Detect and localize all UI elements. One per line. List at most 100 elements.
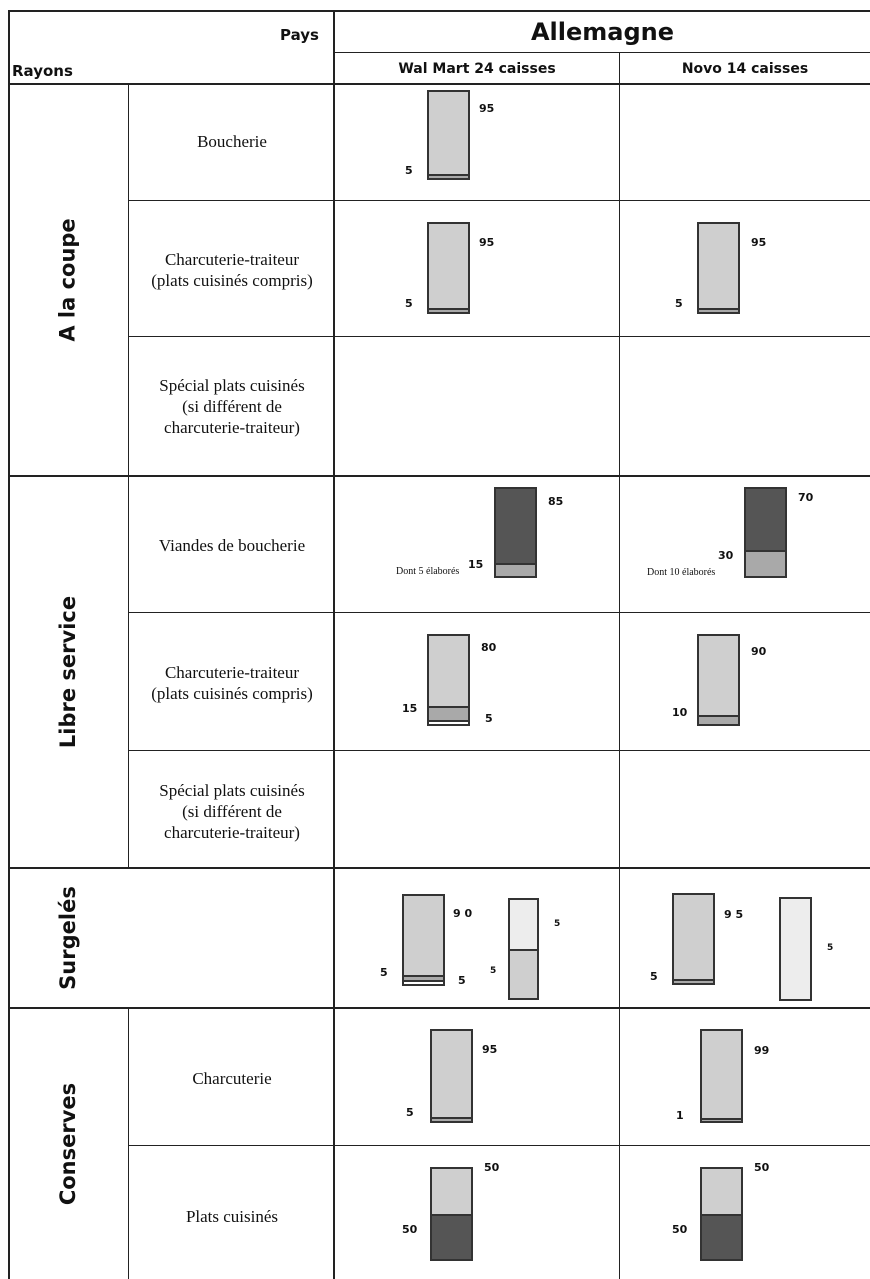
bar-segment xyxy=(429,92,468,174)
bar-segment xyxy=(674,895,713,979)
bar-segment xyxy=(404,979,443,984)
stacked-bar xyxy=(697,222,740,314)
bar-segment xyxy=(429,636,468,707)
grid-left xyxy=(8,10,10,1279)
bar-segment xyxy=(432,1031,471,1117)
bar-segment xyxy=(510,949,537,998)
stacked-bar xyxy=(700,1029,743,1123)
stacked-bar xyxy=(672,893,715,985)
stacked-bar xyxy=(430,1029,473,1123)
data-label: 15 xyxy=(468,558,484,571)
data-label: 80 xyxy=(481,641,497,654)
stacked-bar xyxy=(427,90,470,180)
bar-segment xyxy=(429,307,468,312)
data-label: 10 xyxy=(672,706,688,719)
grid-top xyxy=(8,10,870,12)
data-label: 50 xyxy=(672,1223,688,1236)
grid-rowlabel-4 xyxy=(128,1008,129,1279)
bar-segment xyxy=(702,1031,741,1118)
data-label: 5 xyxy=(490,966,497,976)
row-label-viandes: Viandes de boucherie xyxy=(158,536,306,555)
bar-segment xyxy=(702,1169,741,1214)
data-label: 50 xyxy=(402,1223,418,1236)
bar-segment xyxy=(746,489,785,550)
data-label: 5 xyxy=(827,943,834,953)
data-label: 5 xyxy=(485,712,493,725)
data-label: 50 xyxy=(754,1161,770,1174)
bar-segment xyxy=(699,224,738,308)
bar-segment xyxy=(699,307,738,312)
bar-segment xyxy=(496,489,535,563)
row-label-charcuterie-traiteur-libre: Charcuterie-traiteur (plats cuisinés com… xyxy=(151,663,313,703)
grid-country-bottom xyxy=(333,52,870,53)
stacked-bar xyxy=(508,898,539,1000)
data-label: 5 xyxy=(405,164,413,177)
category-a-la-coupe: A la coupe xyxy=(56,218,81,342)
bar-segment xyxy=(429,706,468,720)
grid-row-4 xyxy=(128,612,870,613)
data-label: 70 xyxy=(798,491,814,504)
bar-segment xyxy=(699,715,738,724)
data-label: 9 0 xyxy=(453,907,473,920)
stacked-bar xyxy=(744,487,787,578)
category-surgeles: Surgelés xyxy=(56,886,80,990)
bar-segment xyxy=(404,896,443,976)
data-label: 5 xyxy=(406,1106,414,1119)
row-label-charcuterie-conserves: Charcuterie xyxy=(192,1069,272,1088)
data-label: 5 xyxy=(405,297,413,310)
data-label: 5 xyxy=(458,974,466,987)
stacked-bar xyxy=(427,634,470,726)
store-novo: Novo 14 caisses xyxy=(681,61,809,77)
bar-segment xyxy=(404,975,443,980)
category-libre-service: Libre service xyxy=(56,595,81,749)
data-label: 90 xyxy=(751,645,767,658)
bar-segment xyxy=(702,1118,741,1121)
bar-segment xyxy=(432,1169,471,1214)
grid-rowlabel-2 xyxy=(128,476,129,868)
bar-segment xyxy=(746,549,785,576)
grid-row-8 xyxy=(128,1145,870,1146)
grid-row-1 xyxy=(128,200,870,201)
row-label-special-plats-libre: Spécial plats cuisinés (si différent de … xyxy=(159,781,305,842)
bar-note: Dont 10 élaborés xyxy=(647,567,716,578)
stacked-bar xyxy=(697,634,740,726)
row-label-special-plats-coupe: Spécial plats cuisinés (si différent de … xyxy=(159,376,305,437)
row-label-boucherie: Boucherie xyxy=(197,132,267,151)
stacked-bar xyxy=(779,897,812,1001)
data-label: 1 xyxy=(676,1109,684,1122)
bar-segment xyxy=(429,224,468,308)
data-label: 5 xyxy=(380,966,388,979)
store-walmart: Wal Mart 24 caisses xyxy=(398,61,556,77)
data-label: 5 xyxy=(675,297,683,310)
stacked-bar xyxy=(430,1167,473,1261)
data-label: 85 xyxy=(548,495,564,508)
row-label-charcuterie-traiteur-coupe: Charcuterie-traiteur (plats cuisinés com… xyxy=(151,250,313,290)
bar-segment xyxy=(432,1116,471,1121)
data-label: 9 5 xyxy=(724,908,744,921)
country-title: Allemagne xyxy=(530,18,675,46)
data-label: 15 xyxy=(402,702,418,715)
row-label-plats-cuisines: Plats cuisinés xyxy=(185,1207,279,1226)
bar-segment xyxy=(429,173,468,178)
grid-col-stores xyxy=(333,10,335,1279)
grid-row-7 xyxy=(8,1007,870,1009)
data-label: 5 xyxy=(554,919,561,929)
bar-segment xyxy=(496,562,535,576)
bar-segment xyxy=(699,636,738,716)
bar-segment xyxy=(510,900,537,949)
grid-row-3 xyxy=(8,475,870,477)
grid-row-5 xyxy=(128,750,870,751)
data-label: 95 xyxy=(479,236,495,249)
bar-segment xyxy=(429,719,468,724)
grid-col-novo xyxy=(619,52,620,1279)
grid-row-6 xyxy=(8,867,870,869)
bar-note: Dont 5 élaborés xyxy=(396,566,460,577)
rayons-label: Rayons xyxy=(12,62,73,80)
data-label: 30 xyxy=(718,549,734,562)
data-label: 99 xyxy=(754,1044,770,1057)
stacked-bar xyxy=(402,894,445,986)
stacked-bar xyxy=(494,487,537,578)
bar-segment xyxy=(781,899,810,999)
bar-segment xyxy=(674,978,713,983)
bar-segment xyxy=(702,1214,741,1259)
